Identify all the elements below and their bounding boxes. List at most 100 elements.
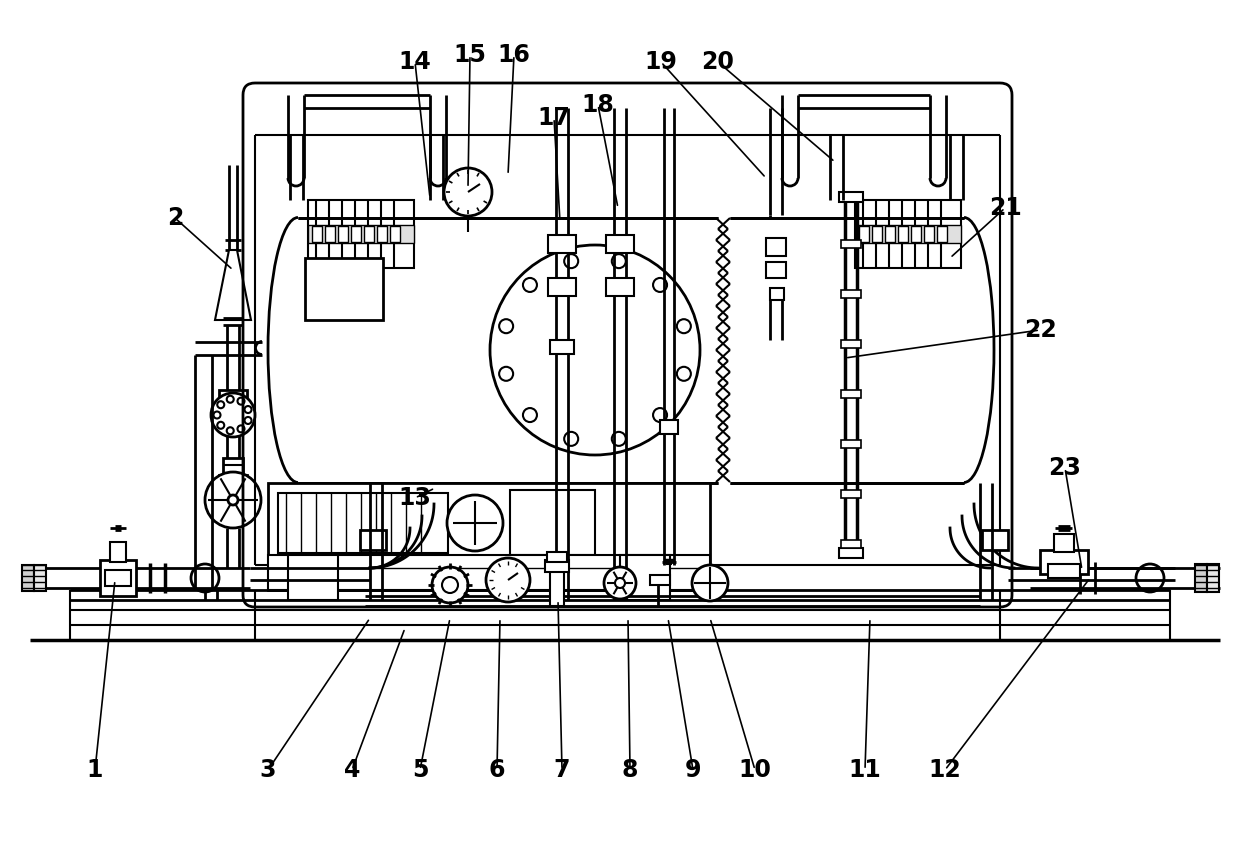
- Bar: [898, 226, 908, 242]
- Text: 6: 6: [489, 758, 505, 782]
- Circle shape: [444, 168, 492, 216]
- Circle shape: [611, 432, 626, 446]
- Text: 11: 11: [848, 758, 882, 782]
- Bar: [766, 238, 786, 256]
- Bar: [278, 493, 448, 553]
- Bar: [841, 440, 861, 448]
- Text: 2: 2: [167, 206, 184, 230]
- Circle shape: [238, 398, 244, 404]
- Bar: [360, 530, 386, 550]
- Circle shape: [653, 408, 667, 422]
- Bar: [924, 226, 934, 242]
- Bar: [1054, 534, 1074, 552]
- Circle shape: [490, 245, 701, 455]
- Bar: [841, 390, 861, 398]
- Bar: [650, 575, 670, 585]
- Bar: [606, 278, 634, 296]
- Circle shape: [564, 254, 578, 268]
- Bar: [298, 218, 718, 483]
- Circle shape: [500, 367, 513, 381]
- Bar: [100, 560, 136, 596]
- Circle shape: [446, 495, 503, 551]
- Circle shape: [227, 427, 233, 435]
- Bar: [660, 420, 678, 434]
- Text: 20: 20: [702, 50, 734, 74]
- Text: 13: 13: [398, 486, 432, 510]
- Circle shape: [217, 422, 224, 429]
- Bar: [351, 226, 361, 242]
- Text: 8: 8: [621, 758, 639, 782]
- Bar: [268, 483, 711, 590]
- Bar: [547, 552, 567, 562]
- Text: 14: 14: [398, 50, 432, 74]
- Polygon shape: [215, 250, 250, 320]
- Text: 18: 18: [582, 93, 615, 117]
- Bar: [325, 226, 335, 242]
- Bar: [377, 226, 387, 242]
- Text: 19: 19: [645, 50, 677, 74]
- Bar: [219, 390, 247, 412]
- Bar: [219, 475, 247, 495]
- Bar: [1207, 564, 1219, 592]
- Bar: [548, 235, 577, 253]
- Circle shape: [692, 565, 728, 601]
- Circle shape: [604, 567, 636, 599]
- Text: 12: 12: [929, 758, 961, 782]
- Circle shape: [211, 393, 255, 437]
- Bar: [1195, 564, 1207, 592]
- Bar: [223, 458, 243, 474]
- Bar: [365, 226, 374, 242]
- Text: 3: 3: [259, 758, 277, 782]
- Bar: [982, 530, 1008, 550]
- Bar: [551, 570, 564, 606]
- Circle shape: [677, 367, 691, 381]
- Bar: [841, 340, 861, 348]
- Bar: [839, 192, 863, 202]
- Bar: [885, 226, 895, 242]
- Bar: [766, 262, 786, 278]
- Bar: [308, 200, 414, 268]
- Bar: [546, 560, 569, 572]
- Bar: [33, 565, 46, 591]
- Bar: [1040, 550, 1087, 574]
- Text: 7: 7: [554, 758, 570, 782]
- Bar: [22, 565, 33, 591]
- Circle shape: [615, 578, 625, 588]
- Bar: [839, 548, 863, 558]
- Circle shape: [523, 278, 537, 292]
- Bar: [841, 240, 861, 248]
- Circle shape: [677, 319, 691, 333]
- Bar: [856, 200, 961, 268]
- Bar: [872, 226, 882, 242]
- Bar: [288, 555, 339, 600]
- Circle shape: [653, 278, 667, 292]
- Circle shape: [244, 406, 252, 413]
- Circle shape: [500, 319, 513, 333]
- Circle shape: [564, 432, 578, 446]
- Bar: [859, 226, 869, 242]
- Bar: [105, 570, 131, 586]
- Bar: [308, 225, 414, 243]
- Bar: [339, 226, 348, 242]
- Bar: [841, 290, 861, 298]
- Text: 23: 23: [1049, 456, 1081, 480]
- Circle shape: [213, 412, 221, 419]
- Circle shape: [244, 417, 252, 424]
- Bar: [391, 226, 401, 242]
- Circle shape: [238, 425, 244, 432]
- Bar: [770, 288, 784, 300]
- Circle shape: [486, 558, 529, 602]
- Text: 5: 5: [412, 758, 428, 782]
- Circle shape: [217, 401, 224, 408]
- Bar: [510, 490, 595, 555]
- Bar: [620, 555, 670, 600]
- Bar: [548, 278, 577, 296]
- Circle shape: [228, 495, 238, 505]
- Text: 16: 16: [497, 43, 531, 67]
- Bar: [312, 226, 322, 242]
- Text: 1: 1: [87, 758, 103, 782]
- Text: 22: 22: [1024, 318, 1056, 342]
- Circle shape: [611, 254, 626, 268]
- Bar: [110, 542, 126, 562]
- Circle shape: [523, 408, 537, 422]
